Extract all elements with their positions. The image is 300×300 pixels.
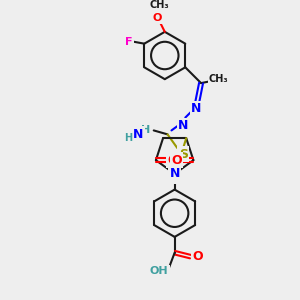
Text: N: N [191, 102, 201, 115]
Text: F: F [125, 37, 132, 47]
Text: H: H [124, 133, 132, 143]
Text: N: N [133, 128, 143, 141]
Text: O: O [192, 250, 202, 263]
Text: O: O [167, 154, 178, 167]
Text: CH₃: CH₃ [209, 74, 229, 84]
Text: N: N [169, 169, 180, 182]
Text: N: N [169, 167, 180, 180]
Text: H: H [141, 125, 151, 135]
Text: N: N [178, 119, 188, 132]
Text: O: O [152, 13, 162, 23]
Text: OH: OH [150, 266, 168, 276]
Text: CH₃: CH₃ [149, 0, 169, 10]
Text: N: N [169, 169, 180, 182]
Text: S: S [179, 148, 188, 160]
Text: O: O [171, 154, 182, 167]
